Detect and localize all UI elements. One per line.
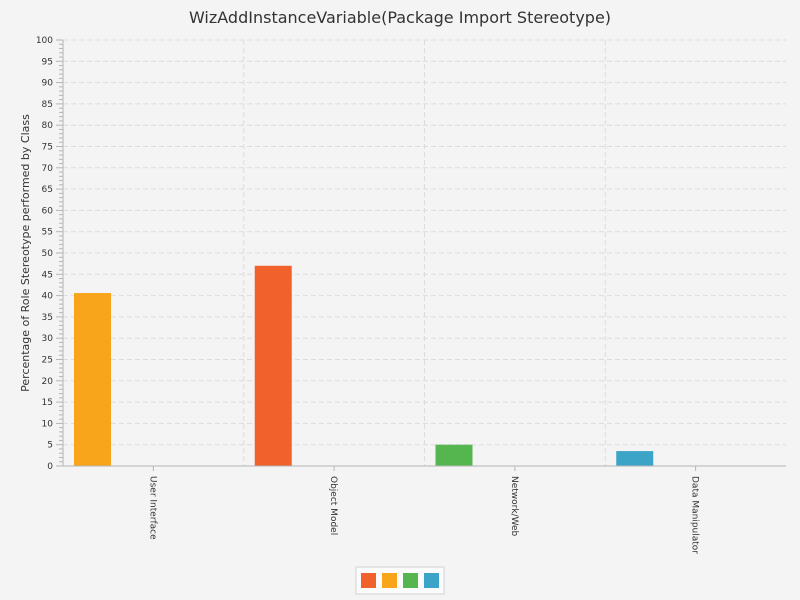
y-tick-label: 25: [42, 356, 53, 366]
bar: [254, 265, 292, 466]
x-tick-label: Object Model: [328, 476, 338, 535]
y-tick-label: 45: [42, 270, 53, 280]
bar: [435, 444, 473, 466]
y-tick-label: 20: [42, 377, 54, 387]
y-axis-label: Percentage of Role Stereotype performed …: [19, 114, 32, 392]
grid-lines: [63, 39, 786, 466]
x-tick-label: Network/Web: [509, 476, 519, 537]
y-tick-label: 85: [42, 100, 53, 110]
x-tick-label: User Interface: [147, 476, 157, 540]
legend-swatch: [361, 573, 376, 588]
y-tick-label: 50: [42, 249, 54, 259]
legend: [355, 566, 445, 595]
y-tick-label: 15: [42, 398, 53, 408]
bar: [74, 293, 111, 466]
y-tick-label: 10: [42, 419, 54, 429]
y-tick-label: 100: [36, 36, 53, 46]
bars: [74, 265, 654, 466]
chart-title: WizAddInstanceVariable(Package Import St…: [189, 8, 611, 27]
y-tick-label: 40: [42, 292, 54, 302]
y-tick-label: 35: [42, 313, 53, 323]
y-tick-label: 75: [42, 143, 53, 153]
x-tick-label: Data Manipulator: [690, 476, 700, 554]
y-axis-ticks: 0 5 10 15 20 25 30 35 40 45 50 55 60 65 70 75 80 85 90 95 10…: [36, 36, 63, 472]
y-tick-label: 55: [42, 228, 53, 238]
y-tick-label: 60: [42, 206, 54, 216]
legend-swatch: [424, 573, 439, 588]
y-tick-label: 95: [42, 57, 53, 67]
legend-swatch: [403, 573, 418, 588]
y-tick-label: 65: [42, 185, 53, 195]
y-tick-label: 90: [42, 79, 54, 89]
y-tick-label: 30: [42, 334, 54, 344]
y-tick-label: 0: [47, 462, 53, 472]
bar: [616, 451, 654, 466]
x-axis-ticks: User Interface Object Model Network/Web Dat…: [147, 466, 700, 554]
y-tick-label: 70: [42, 164, 54, 174]
y-tick-label: 80: [42, 121, 54, 131]
y-tick-label: 5: [47, 441, 53, 451]
legend-swatch: [382, 573, 397, 588]
